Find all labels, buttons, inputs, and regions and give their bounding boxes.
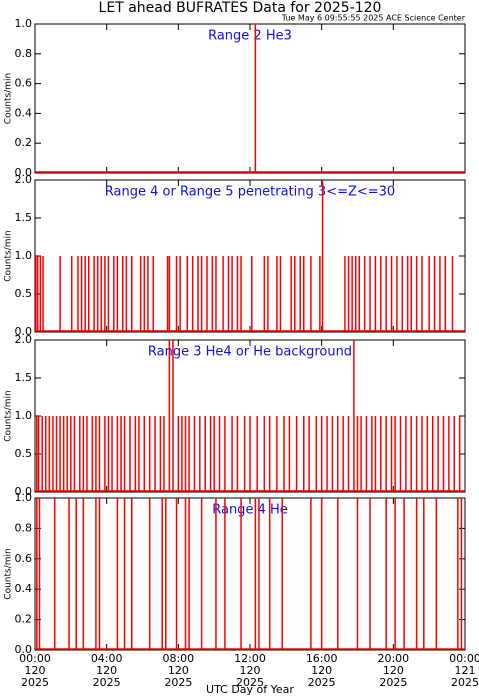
- y-tick-label: 0.6: [15, 77, 33, 90]
- x-tick-label: 12:00: [234, 652, 266, 665]
- x-tick-doy: 120: [25, 664, 46, 677]
- y-axis-label: Counts/min: [4, 390, 14, 441]
- x-tick-year: 2025: [236, 676, 264, 689]
- y-tick-label: 0.4: [15, 582, 33, 595]
- y-tick-label: 0.0: [15, 325, 33, 338]
- x-tick-label: 16:00: [306, 652, 338, 665]
- x-tick-doy: 120: [168, 664, 189, 677]
- x-tick-label: 20:00: [377, 652, 409, 665]
- y-tick-label: 0.0: [15, 643, 33, 656]
- y-tick-label: 1.0: [15, 249, 33, 262]
- y-tick-label: 1.5: [15, 371, 33, 384]
- x-tick-doy: 121: [455, 664, 476, 677]
- plot-frame: [34, 23, 466, 174]
- plot-frame: [34, 179, 466, 333]
- y-tick-label: 0.0: [15, 166, 33, 179]
- y-tick-label: 0.6: [15, 552, 33, 565]
- annotation: Range 3 He4 or He background: [148, 345, 352, 360]
- x-tick-label: 04:00: [91, 652, 123, 665]
- y-axis-label: Counts/min: [4, 73, 14, 124]
- chart-title: LET ahead BUFRATES Data for 2025-120: [99, 0, 382, 16]
- y-tick-label: 0.5: [15, 287, 33, 300]
- x-tick-doy: 120: [311, 664, 332, 677]
- x-axis-label: UTC Day of Year: [206, 683, 294, 696]
- y-tick-label: 1.5: [15, 211, 33, 224]
- x-tick-year: 2025: [164, 676, 192, 689]
- x-tick-doy: 120: [383, 664, 404, 677]
- y-tick-label: 0.5: [15, 447, 33, 460]
- y-tick-label: 2.0: [15, 173, 33, 186]
- x-tick-year: 2025: [93, 676, 121, 689]
- x-tick-year: 2025: [308, 676, 336, 689]
- annotation: Range 2 He3: [208, 29, 292, 44]
- y-axis-label: Counts/min: [4, 230, 14, 281]
- y-tick-label: 0.0: [15, 485, 33, 498]
- y-tick-label: 2.0: [15, 333, 33, 346]
- x-tick-label: 00:00: [19, 652, 51, 665]
- y-tick-label: 0.2: [15, 613, 33, 626]
- y-axis-label: Counts/min: [4, 548, 14, 599]
- y-tick-label: 0.4: [15, 106, 33, 119]
- x-tick-doy: 120: [96, 664, 117, 677]
- y-tick-label: 1.0: [15, 17, 33, 30]
- y-tick-label: 1.0: [15, 409, 33, 422]
- x-tick-doy: 120: [240, 664, 261, 677]
- annotation: Range 4 He: [212, 503, 288, 518]
- y-tick-label: 0.2: [15, 136, 33, 149]
- x-tick-year: 2025: [451, 676, 479, 689]
- x-tick-label: 08:00: [162, 652, 194, 665]
- timestamp: Tue May 6 09:55:55 2025 ACE Science Cent…: [281, 14, 466, 23]
- x-tick-year: 2025: [21, 676, 49, 689]
- annotation: Range 4 or Range 5 penetrating 3<=Z<=30: [105, 185, 395, 200]
- y-tick-label: 0.8: [15, 521, 33, 534]
- y-tick-label: 0.8: [15, 47, 33, 60]
- x-tick-label: 00:00: [449, 652, 479, 665]
- x-tick-year: 2025: [379, 676, 407, 689]
- y-tick-label: 1.0: [15, 491, 33, 504]
